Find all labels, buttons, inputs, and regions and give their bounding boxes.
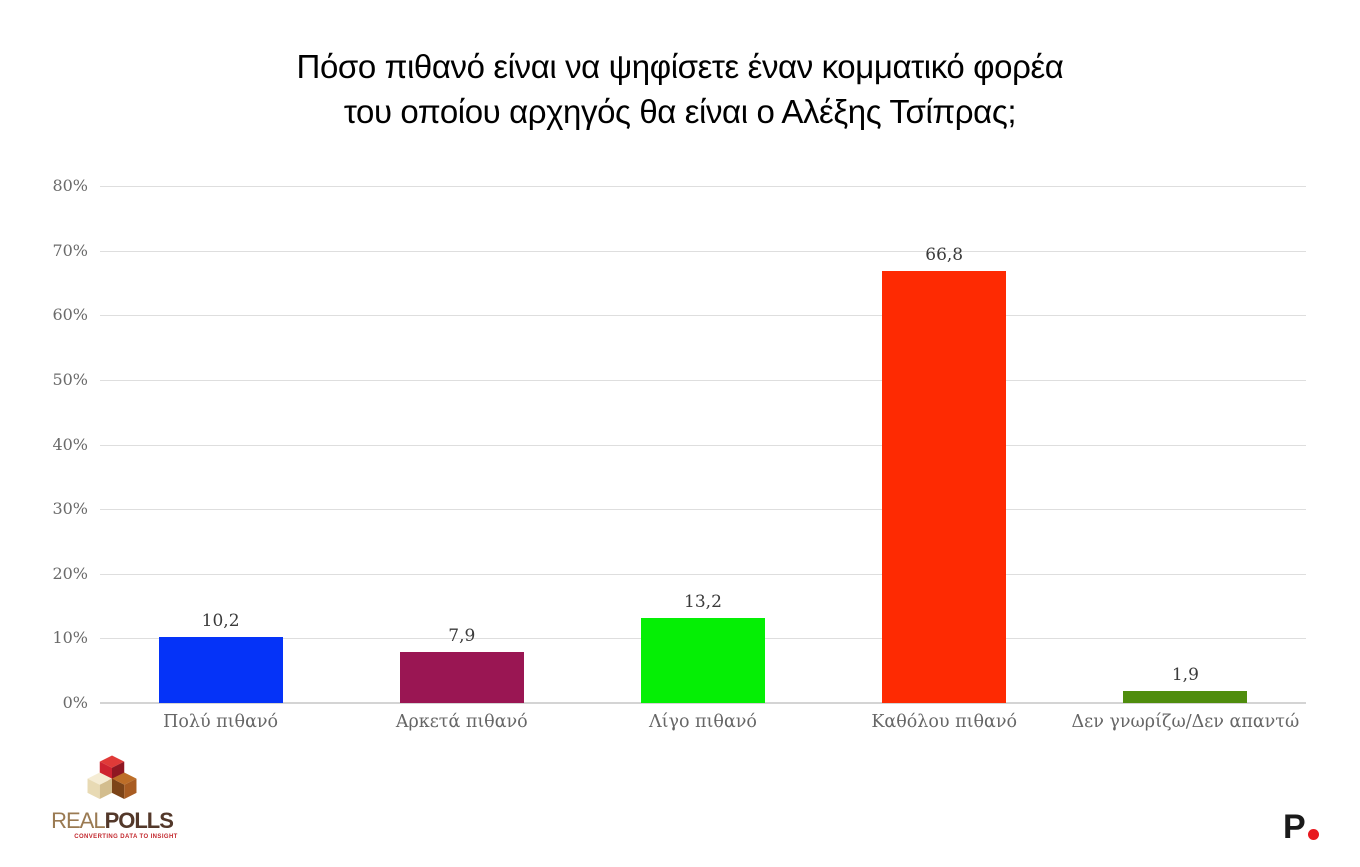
gridline-20% — [100, 573, 1306, 575]
y-tick-label: 20% — [52, 563, 88, 583]
bar-value-label: 13,2 — [684, 591, 722, 612]
publisher-logo: P — [1283, 801, 1319, 845]
gridline-0% — [100, 702, 1306, 704]
bar-value-label: 1,9 — [1171, 664, 1199, 685]
gridline-60% — [100, 315, 1306, 317]
x-tick-label: Αρκετά πιθανό — [395, 712, 528, 732]
realpolls-wordmark-polls: POLLS — [104, 808, 174, 833]
gridline-50% — [100, 379, 1306, 381]
realpolls-wordmark-real: REAL — [51, 808, 105, 833]
x-tick-label: Δεν γνωρίζω/Δεν απαντώ — [1071, 712, 1300, 732]
gridline-30% — [100, 509, 1306, 511]
publisher-letter: P — [1283, 808, 1306, 846]
y-tick-label: 30% — [52, 499, 88, 519]
y-tick-label: 40% — [52, 434, 88, 454]
y-tick-label: 10% — [52, 628, 88, 648]
realpolls-wordmark: REALPOLLS — [46, 810, 178, 832]
realpolls-cubes-icon — [87, 755, 137, 799]
x-tick-label: Λίγο πιθανό — [649, 712, 757, 732]
x-tick-label: Καθόλου πιθανό — [871, 712, 1018, 732]
y-tick-label: 0% — [62, 693, 88, 712]
bar-value-label: 10,2 — [201, 611, 240, 632]
y-tick-label: 60% — [52, 305, 88, 325]
y-tick-label: 50% — [52, 369, 88, 389]
chart-title: Πόσο πιθανό είναι να ψηφίσετε έναν κομμα… — [0, 44, 1360, 134]
bar-5 — [1123, 690, 1248, 703]
gridline-40% — [100, 444, 1306, 446]
realpolls-tagline: CONVERTING DATA TO INSIGHT — [74, 834, 178, 840]
bar-2 — [399, 651, 524, 703]
x-tick-label: Πολύ πιθανό — [163, 712, 279, 732]
bar-3 — [641, 617, 765, 703]
gridline-80% — [100, 186, 1306, 187]
chart-title-line2: του οποίου αρχηγός θα είναι ο Αλέξης Τσί… — [343, 93, 1017, 130]
y-tick-label: 70% — [52, 240, 88, 260]
gridline-70% — [100, 250, 1306, 252]
bar-value-label: 66,8 — [925, 245, 964, 266]
x-axis-labels: Πολύ πιθανό Αρκετά πιθανό Λίγο πιθανό Καθόλ… — [100, 712, 1306, 738]
publisher-dot-icon — [1307, 829, 1319, 840]
bar-1 — [158, 637, 283, 703]
realpolls-logo: REALPOLLS CONVERTING DATA TO INSIGHT — [46, 754, 178, 850]
plot-area: 0% 10% 20% 30% 40% 50% 60% 70% 80% 10,2 7,9 13,2 66,… — [52, 176, 1306, 712]
bar-value-label: 7,9 — [448, 625, 476, 646]
y-tick-label: 80% — [52, 176, 88, 195]
bar-4 — [882, 271, 1007, 703]
chart-title-line1: Πόσο πιθανό είναι να ψηφίσετε έναν κομμα… — [296, 48, 1064, 85]
